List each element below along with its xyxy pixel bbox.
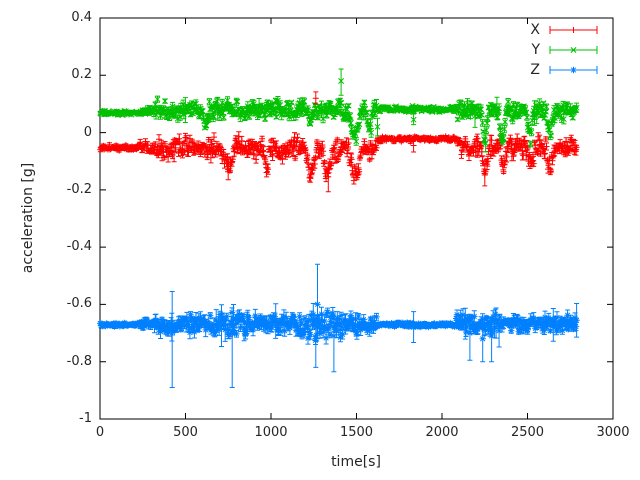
legend-label-Z: Z	[530, 62, 540, 78]
y-tick-label: 0.4	[71, 10, 92, 25]
y-tick-label: -0.8	[66, 353, 92, 369]
x-tick-label: 1000	[254, 425, 288, 440]
legend-sample-Y	[549, 46, 598, 54]
x-tick-label: 1500	[339, 425, 374, 440]
y-tick-label: -0.2	[66, 181, 92, 197]
y-tick-label: -0.4	[66, 239, 92, 255]
x-tick-label: 2000	[425, 425, 459, 440]
series-Y-outlier-bars	[338, 68, 417, 137]
series-Z-outlier-bars	[169, 263, 495, 388]
y-tick-label: -0.6	[66, 296, 92, 312]
x-tick-label: 0	[95, 425, 105, 440]
series-X-outlier-bars	[312, 91, 417, 153]
y-tick-label: 0	[83, 124, 92, 140]
legend-label-Y: Y	[531, 42, 540, 58]
series-Z-markers	[97, 309, 580, 344]
x-tick-label: 500	[173, 425, 198, 440]
y-axis-title: acceleration [g]	[20, 162, 36, 274]
legend-sample-X	[549, 26, 598, 34]
legend-sample-Z	[549, 66, 598, 74]
y-tick-label: -1	[79, 411, 92, 426]
x-tick-label: 3000	[596, 425, 630, 440]
y-tick-label: 0.2	[71, 67, 92, 83]
x-tick-label: 2500	[510, 425, 545, 440]
axis-ticks	[99, 17, 614, 420]
legend-label-X: X	[530, 22, 540, 38]
series-Y-markers	[97, 96, 580, 147]
x-axis-title: time[s]	[331, 454, 381, 470]
series-X-markers	[97, 133, 580, 184]
